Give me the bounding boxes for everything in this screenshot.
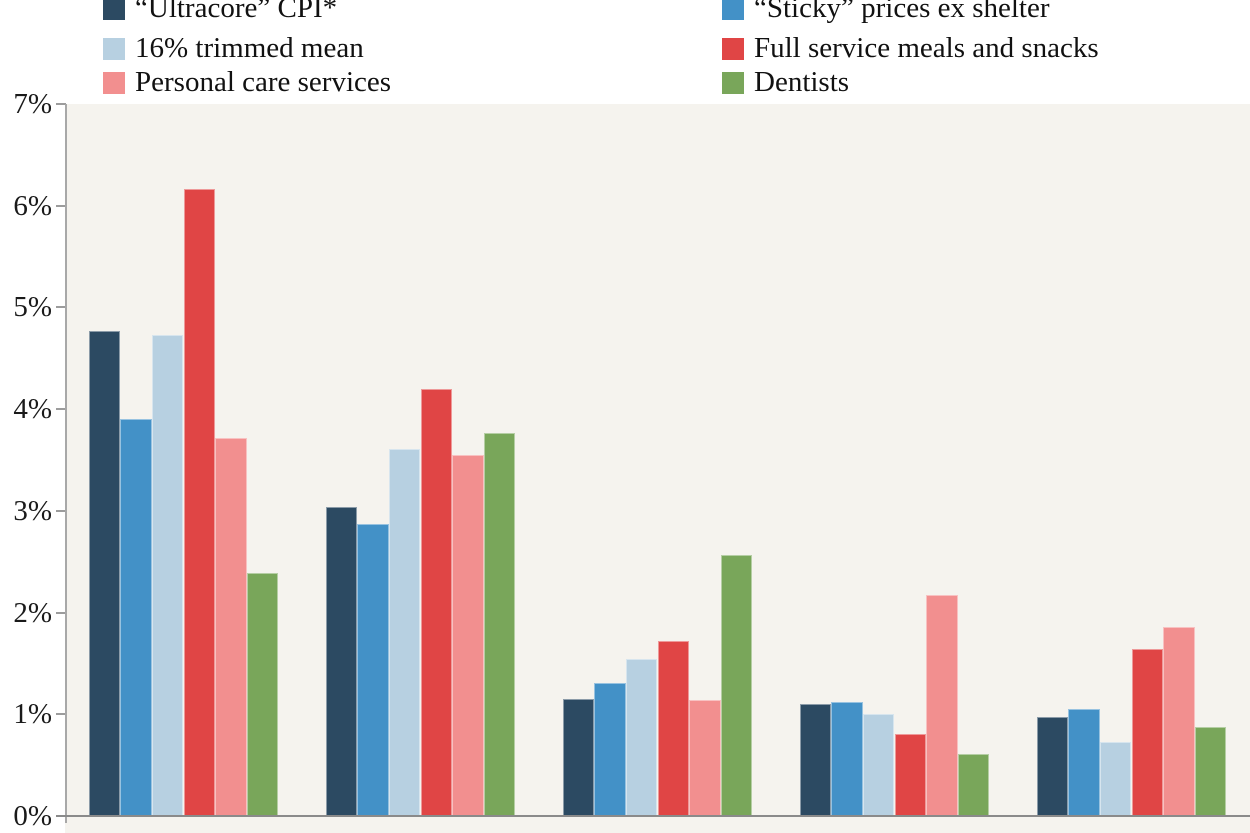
bar-group2-series4	[420, 388, 453, 816]
bar-group4-series2	[831, 702, 863, 816]
bar-group5-series2	[1068, 709, 1100, 816]
bar-group4-series4	[894, 733, 927, 816]
bar-group1-series3	[151, 334, 184, 816]
legend-row: “Ultracore” CPI* “Sticky” prices ex shelt…	[103, 0, 1050, 24]
bar-group1-series1	[88, 330, 121, 816]
bar-group3-series6	[720, 554, 753, 816]
legend-swatch-icon	[103, 71, 125, 94]
bar-group5-series1	[1036, 717, 1069, 816]
plot-area	[65, 104, 1250, 816]
y-axis-label: 5%	[13, 291, 52, 324]
legend-label: Full service meals and snacks	[754, 32, 1099, 64]
bar-group5-series4	[1131, 649, 1164, 816]
legend-label: “Ultracore” CPI*	[135, 0, 338, 24]
legend-label: “Sticky” prices ex shelter	[754, 0, 1050, 24]
y-axis-tick	[56, 713, 66, 716]
bar-group2-series2	[357, 524, 389, 816]
legend-swatch-icon	[722, 71, 744, 94]
y-axis-label: 0%	[13, 800, 52, 832]
legend-swatch-icon	[103, 0, 125, 20]
bar-group1-series5	[215, 437, 247, 816]
legend-label: Dentists	[754, 66, 850, 98]
y-axis-label: 4%	[13, 393, 52, 426]
bar-group4-series3	[862, 714, 895, 816]
y-axis-label: 7%	[13, 88, 52, 120]
bar-group1-series4	[183, 189, 216, 816]
legend-item: Personal care services	[103, 67, 722, 98]
legend-item: “Ultracore” CPI*	[103, 0, 722, 24]
y-axis-label: 3%	[13, 494, 52, 527]
y-axis-label: 2%	[13, 596, 52, 629]
legend-swatch-icon	[103, 37, 125, 60]
bar-group3-series5	[689, 700, 721, 816]
bar-group4-series1	[799, 704, 832, 816]
legend-row: 16% trimmed mean Full service meals and s…	[103, 33, 1099, 64]
y-axis-tick	[56, 408, 66, 411]
bar-group5-series3	[1099, 741, 1132, 816]
bar-group4-series6	[957, 753, 990, 816]
bar-group2-series5	[452, 454, 484, 816]
bar-group1-series2	[120, 419, 152, 816]
y-axis-tick	[56, 611, 66, 614]
legend-row: Personal care services Dentists	[103, 67, 849, 98]
legend-swatch-icon	[722, 0, 744, 20]
y-axis-label: 6%	[13, 189, 52, 222]
bar-group1-series6	[246, 572, 279, 816]
bar-group5-series5	[1163, 626, 1195, 816]
y-axis-line	[65, 104, 67, 823]
bar-group3-series2	[594, 682, 626, 816]
legend-swatch-icon	[722, 37, 744, 60]
y-axis-tick	[56, 306, 66, 309]
bar-group3-series4	[657, 641, 690, 816]
y-axis-label: 1%	[13, 698, 52, 731]
legend-label: Personal care services	[135, 66, 392, 98]
y-axis-tick	[56, 204, 66, 207]
legend-item: Full service meals and snacks	[722, 33, 1099, 64]
bar-group2-series3	[388, 448, 421, 816]
legend-item: “Sticky” prices ex shelter	[722, 0, 1050, 24]
bar-group3-series1	[562, 699, 595, 816]
legend-item: 16% trimmed mean	[103, 33, 722, 64]
y-axis-tick	[56, 103, 66, 105]
bar-group2-series6	[483, 432, 516, 816]
legend-item: Dentists	[722, 67, 849, 98]
bar-group5-series6	[1194, 726, 1227, 816]
bar-group4-series5	[926, 595, 958, 816]
y-axis-tick	[56, 509, 66, 512]
bar-group2-series1	[325, 506, 358, 816]
bar-group3-series3	[625, 659, 658, 816]
x-axis-line	[56, 815, 1250, 817]
legend-label: 16% trimmed mean	[135, 32, 364, 64]
